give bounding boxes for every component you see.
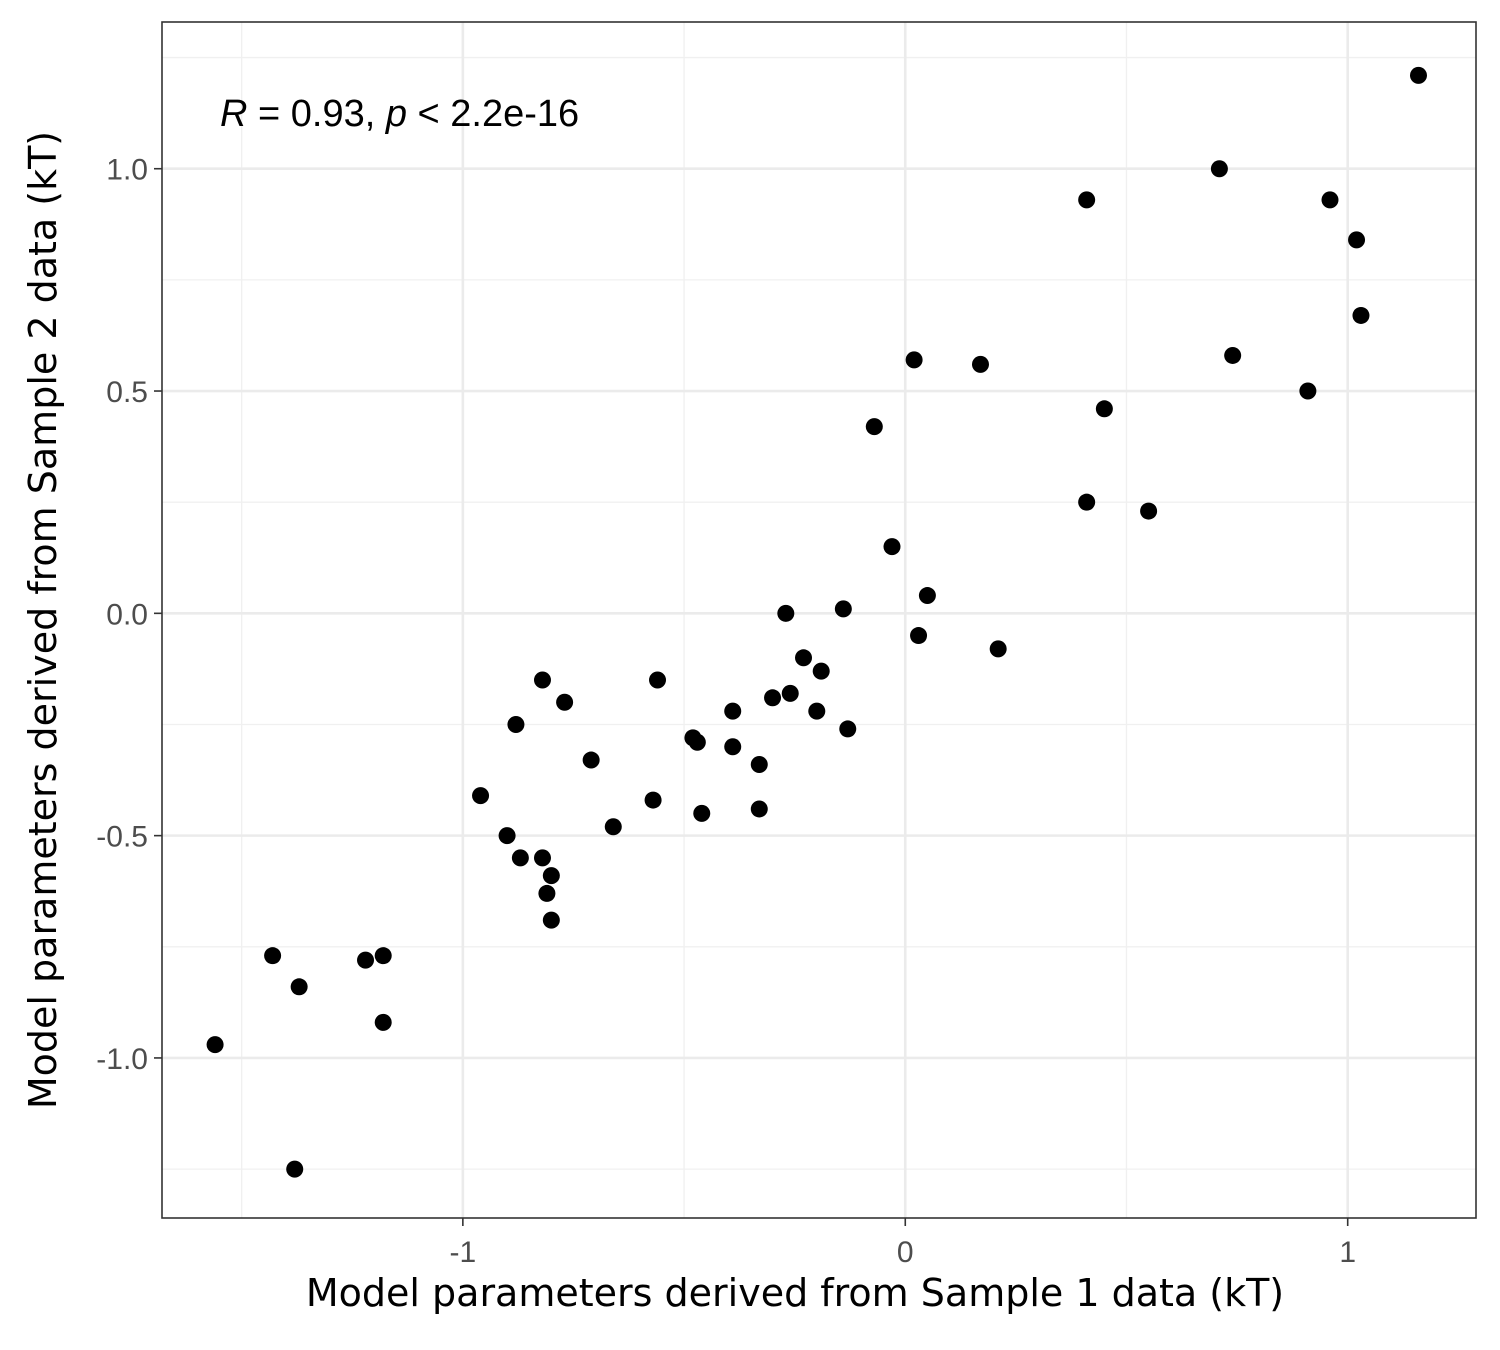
data-point — [649, 671, 667, 689]
r-symbol: R — [220, 93, 247, 135]
data-point — [808, 702, 826, 720]
data-point — [1078, 493, 1096, 511]
data-point — [498, 827, 516, 845]
data-point — [206, 1036, 224, 1054]
x-tick-label: 0 — [897, 1236, 914, 1269]
y-tick-label: -1.0 — [96, 1043, 148, 1076]
data-point — [472, 787, 490, 805]
data-point — [1348, 231, 1366, 249]
data-point — [644, 791, 662, 809]
data-points — [206, 66, 1427, 1178]
y-tick-label: 0.0 — [106, 598, 148, 631]
data-point — [764, 689, 782, 707]
data-point — [910, 627, 928, 645]
data-point — [533, 671, 551, 689]
data-point — [1409, 66, 1427, 84]
data-point — [750, 755, 768, 773]
data-point — [542, 911, 560, 929]
data-point — [812, 662, 830, 680]
data-point — [795, 649, 813, 667]
x-tick-label: -1 — [450, 1236, 477, 1269]
data-point — [1352, 306, 1370, 324]
data-point — [1210, 160, 1228, 178]
data-point — [971, 355, 989, 373]
axis-ticks: -1 0 1 -1.0 -0.5 0.0 0.5 1.0 — [96, 154, 1356, 1269]
data-point — [511, 849, 529, 867]
data-point — [538, 884, 556, 902]
data-point — [989, 640, 1007, 658]
y-tick-label: 1.0 — [106, 154, 148, 187]
data-point — [1095, 400, 1113, 418]
data-point — [582, 751, 600, 769]
data-point — [918, 587, 936, 605]
data-point — [693, 804, 711, 822]
x-tick-label: 1 — [1339, 1236, 1356, 1269]
data-point — [286, 1160, 304, 1178]
y-axis-title: Model parameters derived from Sample 2 d… — [21, 131, 65, 1109]
data-point — [905, 351, 923, 369]
data-point — [374, 1013, 392, 1031]
data-point — [1299, 382, 1317, 400]
y-tick-label: -0.5 — [96, 821, 148, 854]
data-point — [264, 947, 282, 965]
data-point — [533, 849, 551, 867]
data-point — [781, 684, 799, 702]
data-point — [688, 733, 706, 751]
data-point — [883, 538, 901, 556]
data-point — [374, 947, 392, 965]
data-point — [724, 738, 742, 756]
data-point — [724, 702, 742, 720]
data-point — [542, 867, 560, 885]
data-point — [507, 715, 525, 733]
correlation-annotation: R = 0.93, p < 2.2e-16 — [220, 93, 579, 135]
panel-border — [161, 21, 1477, 1219]
p-symbol: p — [385, 93, 407, 135]
data-point — [777, 604, 795, 622]
data-point — [834, 600, 852, 618]
x-axis-title: Model parameters derived from Sample 1 d… — [306, 1271, 1284, 1315]
data-point — [556, 693, 574, 711]
data-point — [1224, 346, 1242, 364]
p-value: < 2.2e-16 — [407, 93, 579, 135]
minor-gridlines — [162, 22, 1476, 1218]
major-gridlines — [162, 22, 1476, 1218]
r-value: = 0.93, — [247, 93, 385, 135]
data-point — [1140, 502, 1158, 520]
data-point — [839, 720, 857, 738]
data-point — [357, 951, 375, 969]
y-tick-label: 0.5 — [106, 376, 148, 409]
data-point — [750, 800, 768, 818]
data-point — [1321, 191, 1339, 209]
data-point — [290, 978, 308, 996]
data-point — [1078, 191, 1096, 209]
data-point — [604, 818, 622, 836]
data-point — [865, 418, 883, 436]
